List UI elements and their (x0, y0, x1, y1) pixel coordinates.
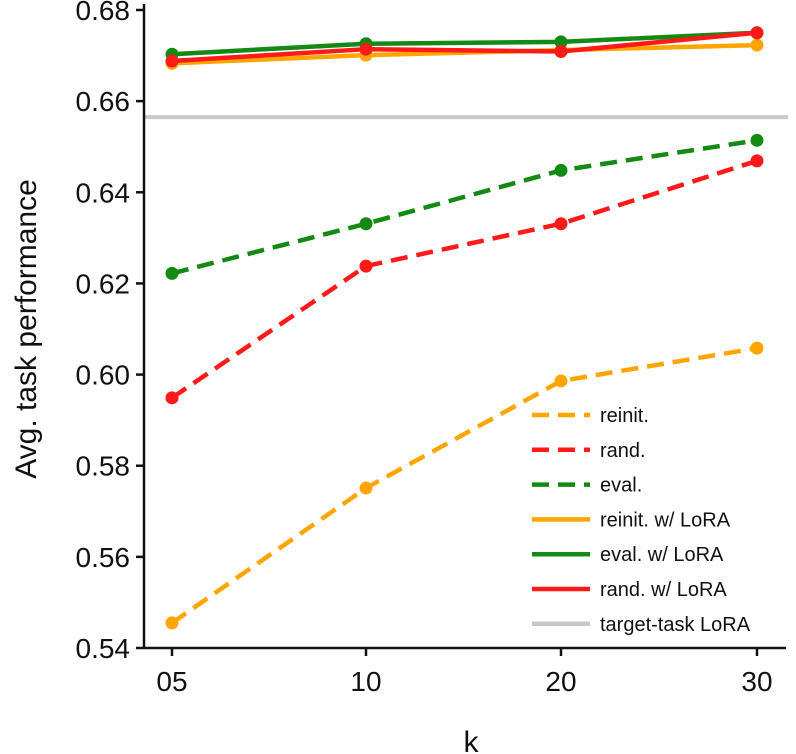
legend-item: rand. w/ LoRA (532, 579, 727, 601)
data-point (750, 154, 764, 168)
data-point (750, 38, 764, 52)
data-point (750, 341, 764, 355)
legend-label: reinit. (600, 405, 649, 427)
data-point (165, 391, 179, 405)
y-tick-label: 0.60 (76, 360, 131, 391)
x-tick-label: 20 (545, 666, 576, 697)
data-point (165, 266, 179, 280)
data-point (359, 259, 373, 273)
x-axis-label: k (464, 726, 480, 754)
y-tick-label: 0.54 (76, 633, 131, 664)
y-tick-label: 0.62 (76, 268, 131, 299)
data-point (165, 54, 179, 68)
legend-item: target-task LoRA (532, 614, 751, 636)
data-point (554, 44, 568, 58)
series-line (171, 138, 758, 276)
x-tick-label: 10 (350, 666, 381, 697)
x-tick-label: 30 (741, 666, 772, 697)
series-line (171, 30, 758, 64)
series-line (170, 345, 758, 625)
data-point (359, 217, 373, 231)
legend-item: eval. (532, 475, 642, 497)
legend: reinit. rand. eval. reinit. w/ LoRA eval. w/… (532, 405, 751, 636)
y-tick-label: 0.64 (76, 177, 131, 208)
data-point (750, 26, 764, 40)
data-point (554, 217, 568, 231)
y-tick-label: 0.68 (76, 0, 131, 26)
series-line (171, 30, 758, 57)
legend-item: reinit. (532, 405, 649, 427)
y-ticks: 0.54 0.56 0.58 0.60 0.62 0.64 0.66 0.68 (76, 0, 144, 664)
series-reinit (165, 341, 764, 630)
y-tick-label: 0.58 (76, 451, 131, 482)
data-point (554, 374, 568, 388)
legend-label: target-task LoRA (600, 614, 751, 636)
y-tick-label: 0.56 (76, 542, 131, 573)
y-tick-label: 0.66 (76, 86, 131, 117)
x-ticks: 05 10 20 30 (156, 648, 773, 697)
data-point (359, 481, 373, 495)
data-point (359, 42, 373, 56)
legend-label: eval. (600, 475, 642, 497)
data-point (165, 616, 179, 630)
legend-label: eval. w/ LoRA (600, 544, 724, 566)
y-axis-label: Avg. task performance (10, 179, 43, 479)
series-lines (165, 26, 764, 630)
legend-label: reinit. w/ LoRA (600, 509, 731, 531)
series-line (171, 42, 758, 66)
data-point (554, 35, 568, 49)
axes (142, 4, 786, 650)
x-tick-label: 05 (156, 666, 187, 697)
legend-label: rand. (600, 440, 646, 462)
series-rand-w-lora (165, 26, 764, 68)
legend-label: rand. w/ LoRA (600, 579, 727, 601)
data-point (554, 163, 568, 177)
series-rand (165, 154, 764, 405)
legend-item: rand. (532, 440, 646, 462)
legend-item: eval. w/ LoRA (532, 544, 724, 566)
series-line (170, 158, 758, 400)
legend-item: reinit. w/ LoRA (532, 509, 731, 531)
series-eval (165, 133, 764, 280)
data-point (750, 133, 764, 147)
